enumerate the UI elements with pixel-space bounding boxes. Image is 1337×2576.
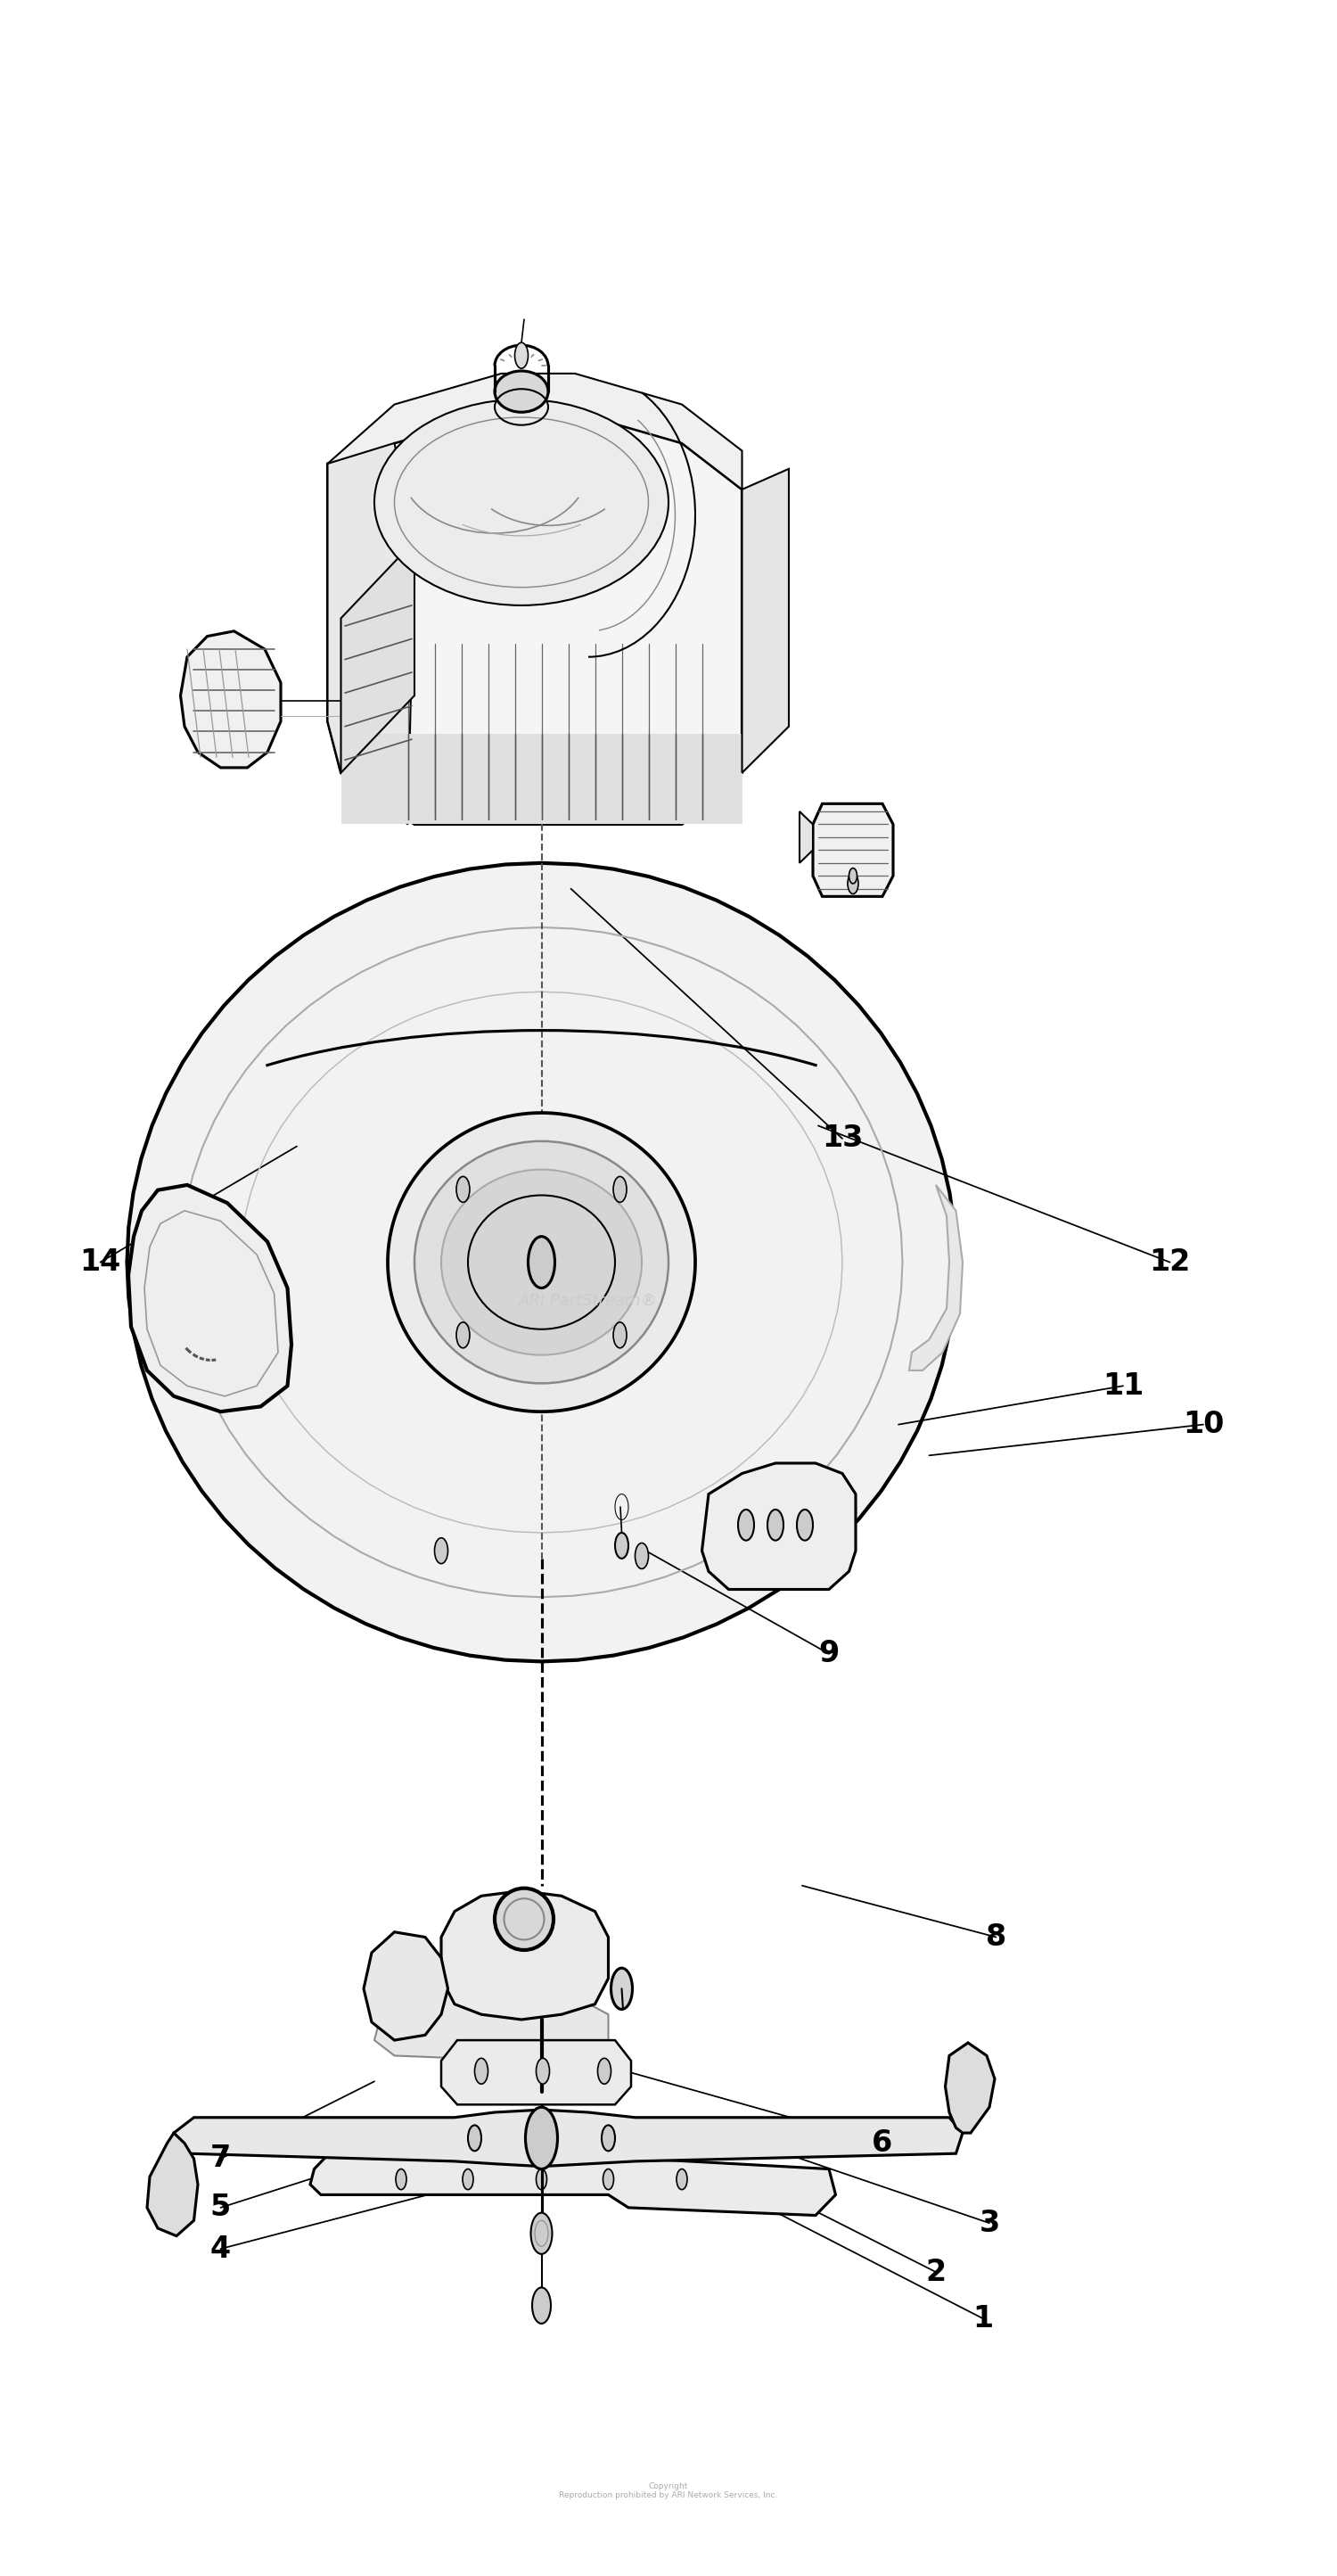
Circle shape — [532, 2287, 551, 2324]
Circle shape — [598, 2058, 611, 2084]
Circle shape — [435, 1538, 448, 1564]
Polygon shape — [441, 2040, 631, 2105]
Polygon shape — [702, 1463, 856, 1589]
Circle shape — [615, 1533, 628, 1558]
Polygon shape — [364, 1932, 448, 2040]
Circle shape — [463, 2169, 473, 2190]
Polygon shape — [310, 2151, 836, 2215]
Polygon shape — [180, 631, 281, 768]
Polygon shape — [328, 412, 742, 824]
Text: 4: 4 — [210, 2233, 231, 2264]
Ellipse shape — [441, 1170, 642, 1355]
Circle shape — [603, 2169, 614, 2190]
Text: 1: 1 — [972, 2303, 993, 2334]
Polygon shape — [341, 734, 742, 824]
Text: 11: 11 — [1103, 1370, 1143, 1401]
Text: 5: 5 — [210, 2192, 231, 2223]
Text: 10: 10 — [1183, 1409, 1223, 1440]
Ellipse shape — [495, 1888, 554, 1950]
Circle shape — [614, 1177, 627, 1203]
Polygon shape — [127, 863, 956, 1662]
Circle shape — [475, 2058, 488, 2084]
Text: ARI PartStream®: ARI PartStream® — [519, 1293, 658, 1309]
Circle shape — [797, 1510, 813, 1540]
Polygon shape — [800, 811, 813, 863]
Ellipse shape — [374, 399, 668, 605]
Polygon shape — [328, 374, 742, 502]
Circle shape — [602, 2125, 615, 2151]
Text: 6: 6 — [872, 2128, 893, 2159]
Polygon shape — [742, 469, 789, 773]
Text: 14: 14 — [80, 1247, 120, 1278]
Circle shape — [614, 1321, 627, 1347]
Circle shape — [528, 1236, 555, 1288]
Text: 3: 3 — [979, 2208, 1000, 2239]
Circle shape — [456, 1177, 469, 1203]
Polygon shape — [813, 804, 893, 896]
Polygon shape — [174, 2110, 963, 2166]
Text: 9: 9 — [818, 1638, 840, 1669]
Text: 8: 8 — [985, 1922, 1007, 1953]
Circle shape — [848, 873, 858, 894]
Text: Copyright
Reproduction prohibited by ARI Network Services, Inc.: Copyright Reproduction prohibited by ARI… — [559, 2483, 778, 2499]
Polygon shape — [441, 1891, 608, 2020]
Ellipse shape — [495, 371, 548, 412]
Text: 2: 2 — [925, 2257, 947, 2287]
Circle shape — [611, 1968, 632, 2009]
Text: 7: 7 — [210, 2143, 231, 2174]
Circle shape — [536, 2058, 550, 2084]
Polygon shape — [374, 1989, 608, 2061]
Circle shape — [456, 1321, 469, 1347]
Circle shape — [531, 2213, 552, 2254]
Ellipse shape — [414, 1141, 668, 1383]
Text: 13: 13 — [822, 1123, 862, 1154]
Circle shape — [677, 2169, 687, 2190]
Polygon shape — [909, 1185, 963, 1370]
Circle shape — [849, 868, 857, 884]
Circle shape — [536, 2169, 547, 2190]
Text: 12: 12 — [1150, 1247, 1190, 1278]
Circle shape — [396, 2169, 406, 2190]
Polygon shape — [945, 2043, 995, 2133]
Polygon shape — [128, 1185, 291, 1412]
Polygon shape — [328, 443, 414, 824]
Ellipse shape — [388, 1113, 695, 1412]
Polygon shape — [341, 541, 414, 773]
Circle shape — [767, 1510, 783, 1540]
Circle shape — [525, 2107, 558, 2169]
Circle shape — [738, 1510, 754, 1540]
Circle shape — [468, 2125, 481, 2151]
Polygon shape — [147, 2133, 198, 2236]
Circle shape — [515, 343, 528, 368]
Circle shape — [635, 1543, 648, 1569]
